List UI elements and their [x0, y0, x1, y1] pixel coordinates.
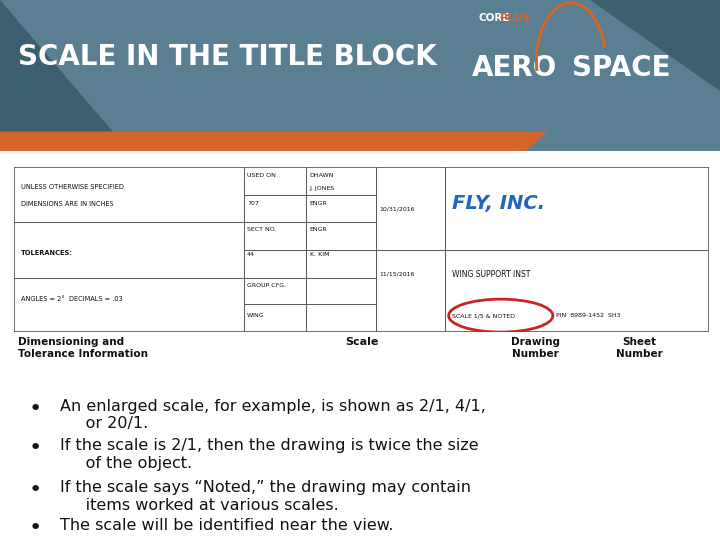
Text: J. JONES: J. JONES: [310, 186, 335, 191]
Text: Drawing
Number: Drawing Number: [511, 337, 560, 359]
Text: The scale will be identified near the view.: The scale will be identified near the vi…: [60, 518, 393, 533]
Text: •: •: [28, 518, 42, 538]
Text: WING SUPPORT INST: WING SUPPORT INST: [452, 270, 531, 279]
Text: PLUS: PLUS: [500, 13, 530, 23]
Text: •: •: [28, 481, 42, 501]
Text: FLY, INC.: FLY, INC.: [452, 194, 545, 213]
Text: 11/15/2016: 11/15/2016: [379, 272, 415, 277]
Text: Scale: Scale: [345, 337, 379, 347]
Text: •: •: [28, 399, 42, 419]
Text: SCALE 1/5 & NOTED: SCALE 1/5 & NOTED: [452, 313, 515, 318]
Text: CORE: CORE: [479, 13, 510, 23]
Polygon shape: [0, 0, 130, 151]
Text: 707: 707: [247, 201, 259, 206]
Text: An enlarged scale, for example, is shown as 2/1, 4/1,
     or 20/1.: An enlarged scale, for example, is shown…: [60, 399, 485, 431]
Text: ANGLES = 2°  DECIMALS = .03: ANGLES = 2° DECIMALS = .03: [22, 296, 123, 302]
Text: SPACE: SPACE: [572, 54, 671, 82]
Text: PIN  8989-1452  SH3: PIN 8989-1452 SH3: [557, 313, 621, 318]
Text: If the scale is 2/1, then the drawing is twice the size
     of the object.: If the scale is 2/1, then the drawing is…: [60, 438, 478, 470]
Text: •: •: [28, 438, 42, 458]
Text: ENGR: ENGR: [310, 227, 328, 233]
Text: DHAWN: DHAWN: [310, 173, 334, 178]
Text: AERO: AERO: [472, 54, 557, 82]
Text: USED ON: USED ON: [247, 173, 276, 178]
Text: 44: 44: [247, 252, 255, 257]
Text: TOLERANCES:: TOLERANCES:: [22, 250, 73, 256]
Text: DIMENSIONS ARE IN INCHES: DIMENSIONS ARE IN INCHES: [22, 201, 114, 207]
Polygon shape: [0, 132, 547, 151]
Text: K. KIM: K. KIM: [310, 252, 329, 257]
Text: UNLESS OTHERWISE SPECIFIED: UNLESS OTHERWISE SPECIFIED: [22, 184, 125, 190]
Text: GROUP CFG.: GROUP CFG.: [247, 284, 287, 288]
Polygon shape: [590, 0, 720, 91]
Text: If the scale says “Noted,” the drawing may contain
     items worked at various : If the scale says “Noted,” the drawing m…: [60, 481, 471, 513]
Text: ENGR: ENGR: [310, 201, 328, 206]
Text: Sheet
Number: Sheet Number: [616, 337, 663, 359]
Text: SECT NO.: SECT NO.: [247, 227, 276, 233]
Text: Dimensioning and
Tolerance Information: Dimensioning and Tolerance Information: [18, 337, 148, 359]
Text: WING: WING: [247, 313, 265, 318]
Text: 10/31/2016: 10/31/2016: [379, 206, 415, 211]
Text: SCALE IN THE TITLE BLOCK: SCALE IN THE TITLE BLOCK: [18, 43, 437, 71]
